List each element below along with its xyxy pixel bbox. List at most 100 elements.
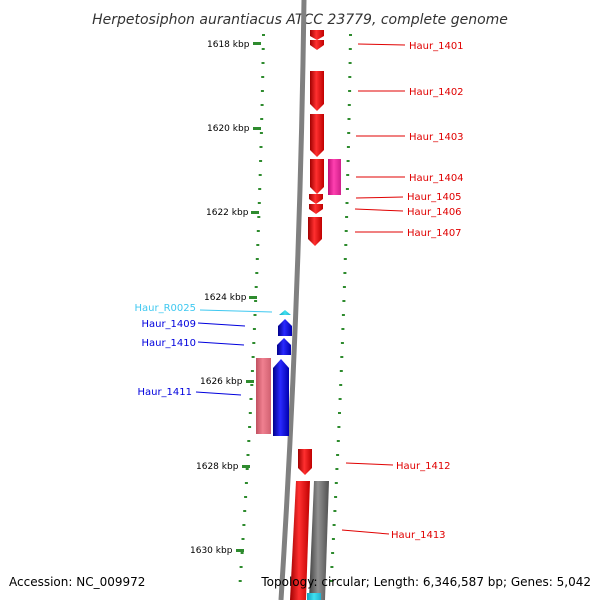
gene-label-haur-1409: Haur_1409 [141, 319, 196, 330]
track-dot [332, 524, 336, 526]
track-dot [336, 454, 340, 456]
track-dot [242, 524, 246, 526]
track-dot [341, 328, 345, 330]
track-dot [344, 244, 348, 246]
track-dot [347, 132, 351, 134]
tick-mark-1630 [236, 549, 244, 552]
track-dot [260, 90, 264, 92]
track-dot [258, 174, 262, 176]
gene-label-haur-1404: Haur_1404 [409, 173, 464, 184]
track-dot [338, 412, 341, 414]
track-dot [252, 328, 256, 330]
gene-arrow-haur-1409 [278, 319, 292, 336]
track-dot [247, 440, 251, 442]
track-dot [334, 482, 338, 484]
gene-arrow-haur-1413 [290, 481, 310, 600]
track-dot [331, 552, 335, 554]
track-dot [331, 538, 335, 540]
track-dot [259, 146, 263, 148]
gene-cyan-fragment [307, 593, 321, 600]
track-dot [256, 230, 260, 232]
gene-label-haur-1402: Haur_1402 [409, 87, 464, 98]
summary-text: Topology: circular; Length: 6,346,587 bp… [260, 575, 591, 589]
track-dot [248, 412, 252, 414]
tick-mark-1624 [249, 296, 257, 299]
track-dot [339, 384, 343, 386]
track-dot [256, 244, 260, 246]
gene-label-haur-1401: Haur_1401 [409, 41, 464, 52]
track-dot [258, 188, 262, 190]
track-dot [243, 510, 247, 512]
track-dot [348, 90, 352, 92]
track-dot [245, 468, 249, 470]
track-dot [259, 160, 263, 162]
track-dot [252, 342, 256, 344]
gene-arrow-haur-1407 [308, 217, 322, 246]
track-dot [251, 356, 255, 358]
track-dot [261, 62, 265, 64]
tick-mark-1618 [253, 42, 261, 45]
tick-label-1620: 1620 kbp [207, 124, 250, 134]
genome-backbone [278, 0, 307, 600]
track-dot [249, 398, 253, 400]
gene-label-haur-1406: Haur_1406 [407, 207, 462, 218]
track-dot [244, 496, 248, 498]
track-dot [345, 202, 349, 204]
track-dot [246, 454, 250, 456]
tick-label-1630: 1630 kbp [190, 546, 233, 556]
dot-track-left [238, 34, 265, 582]
track-dot [241, 538, 245, 540]
track-dot [250, 370, 254, 372]
track-dot [340, 356, 344, 358]
track-dot [250, 384, 254, 386]
track-dot [349, 34, 352, 36]
track-dot [348, 62, 352, 64]
tick-mark-1622 [251, 211, 259, 214]
track-dot [341, 314, 345, 316]
track-dot [344, 230, 348, 232]
track-dot [238, 580, 242, 582]
track-dot [348, 48, 352, 50]
track-dot [346, 146, 350, 148]
track-dot [338, 398, 342, 400]
track-dot [342, 300, 346, 302]
track-dot [262, 34, 265, 36]
track-dot [255, 272, 259, 274]
track-dot [254, 286, 258, 288]
gene-arrow-haur-1403 [310, 114, 324, 157]
gene-arrow-haur-1406 [309, 204, 323, 214]
gene-arrow-haur-1405 [309, 194, 323, 204]
track-dot [336, 440, 340, 442]
track-dot [345, 216, 349, 218]
track-dot [335, 468, 339, 470]
track-dot [257, 216, 261, 218]
track-dot [239, 566, 243, 568]
gene-label-haur-1413: Haur_1413 [391, 530, 446, 541]
accession-text: Accession: NC_009972 [9, 575, 145, 589]
track-dot [340, 342, 344, 344]
pseudogene-haur-1404 [328, 159, 341, 195]
gene-label-haur-1407: Haur_1407 [407, 228, 462, 239]
track-dot [342, 286, 346, 288]
gene-gray-band [309, 481, 329, 600]
dot-track-right [329, 34, 352, 582]
gene-label-haur-1405: Haur_1405 [407, 192, 462, 203]
gene-label-haur-r0025: Haur_R0025 [135, 303, 197, 314]
gene-arrow-haur-1401a [310, 30, 324, 40]
track-dot [255, 258, 259, 260]
track-dot [254, 300, 258, 302]
track-dot [329, 580, 333, 582]
gene-arrow-haur-1410 [277, 338, 291, 355]
gene-arrow-haur-1411 [273, 359, 289, 436]
track-dot [343, 272, 347, 274]
track-dot [259, 132, 263, 134]
track-dot [337, 426, 341, 428]
gene-label-haur-1410: Haur_1410 [141, 338, 196, 349]
track-dot [346, 174, 350, 176]
gene-arrow-haur-1412 [298, 449, 312, 475]
map-title: Herpetosiphon aurantiacus ATCC 23779, co… [92, 12, 508, 28]
gene-arrow-haur-1401b [310, 40, 324, 50]
track-dot [347, 104, 351, 106]
gene-arrow-haur-1404a [310, 159, 324, 194]
